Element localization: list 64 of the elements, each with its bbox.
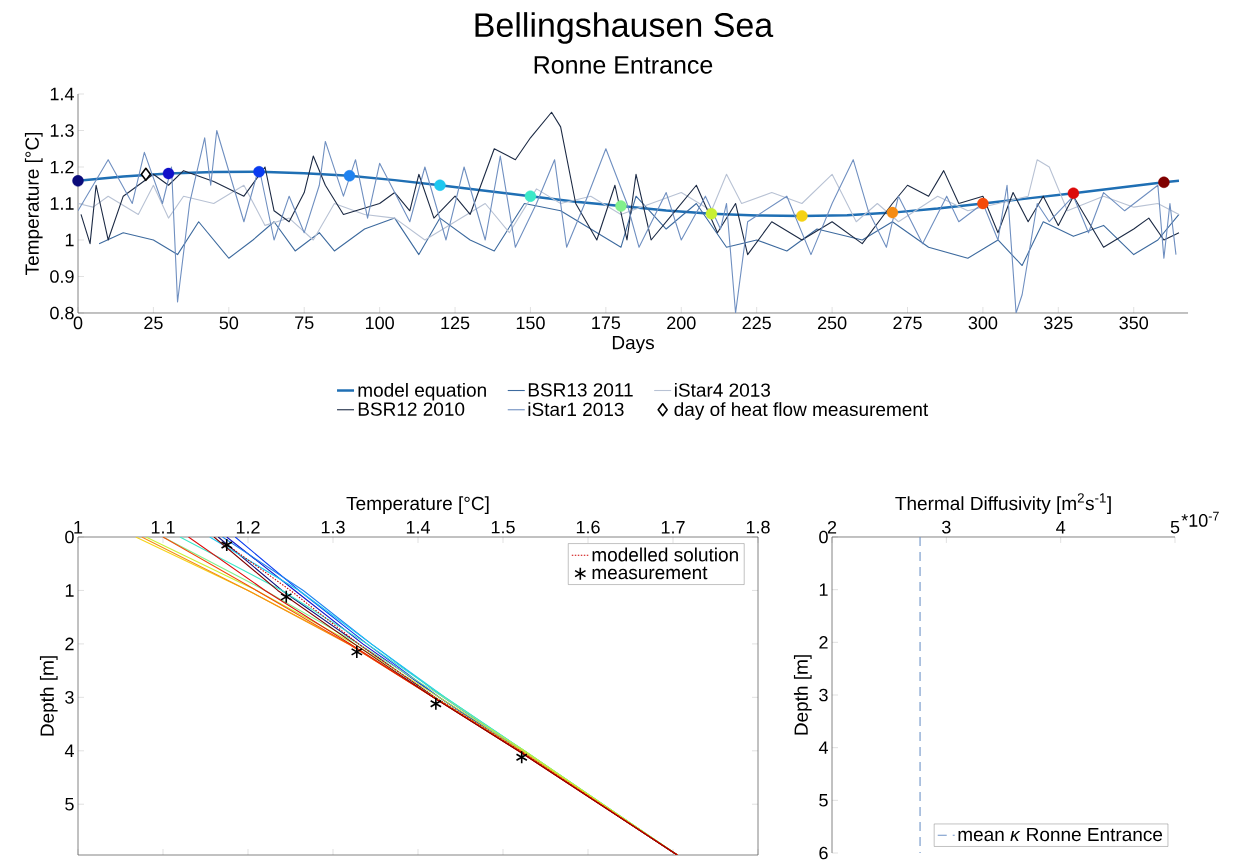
x-tick-label: 1.5 — [491, 520, 515, 534]
x-tick-label: 3 — [942, 520, 951, 534]
x-tick-label: 1.3 — [321, 520, 345, 534]
y-axis-title: Depth [m] — [39, 656, 58, 736]
y-tick-label: 2 — [819, 636, 828, 649]
x-tick-label: 125 — [441, 316, 470, 330]
y-axis-title: Temperature [°C] — [24, 132, 43, 275]
x-tick-label: 175 — [592, 316, 621, 330]
y-tick-label: 0.9 — [50, 270, 74, 283]
x-tick-label: 100 — [366, 316, 394, 330]
legend-label: mean κ Ronne Entrance — [958, 827, 1163, 842]
y-tick-label: 0 — [65, 530, 74, 544]
x-tick-label: 1.7 — [661, 521, 685, 534]
y-tick-label: 1 — [65, 584, 74, 597]
legend-label: BSR13 2011 — [528, 383, 633, 397]
legend-label: measurement — [592, 566, 708, 580]
x-axis-title: Temperature [°C] — [346, 496, 489, 514]
y-tick-label: 1.1 — [50, 197, 74, 210]
y-tick-label: 4 — [64, 744, 74, 757]
legend-label: BSR12 2010 — [358, 402, 465, 416]
y-tick-label: 0 — [819, 530, 828, 544]
x-axis-title: Thermal Diffusivity [m$^{2}$s$^{-1}$] — [895, 493, 1111, 514]
x-axis-title: Days — [612, 336, 654, 354]
x-tick-label: 150 — [516, 316, 545, 330]
x-tick-label: 275 — [893, 316, 922, 330]
y-tick-label: 1.3 — [50, 124, 74, 137]
x-tick-label: 200 — [667, 316, 696, 330]
x-tick-label: 350 — [1119, 316, 1149, 330]
chart-subtitle: Ronne Entrance — [534, 56, 713, 74]
legend-label: iStar4 2013 — [674, 382, 771, 397]
y-tick-label: 6 — [819, 846, 828, 860]
legend-label: day of heat flow measurement — [674, 402, 929, 420]
x-tick-label: 300 — [968, 316, 998, 330]
y-tick-label: 5 — [65, 797, 74, 811]
x-tick-label: 1.2 — [236, 520, 260, 534]
y-tick-label: 1 — [819, 583, 828, 596]
x-tick-label: 325 — [1043, 316, 1073, 330]
x-tick-label: 5 — [1170, 520, 1180, 534]
x-tick-label: 4 — [1056, 521, 1066, 534]
y-tick-label: 1 — [65, 233, 74, 247]
y-tick-label: 1.4 — [50, 87, 74, 101]
y-tick-label: 4 — [818, 741, 828, 754]
x-tick-label: 250 — [817, 316, 847, 330]
x-tick-label: 1.8 — [746, 520, 770, 534]
x-tick-label: 1.1 — [151, 521, 175, 534]
x-tick-label: 50 — [219, 316, 239, 330]
y-tick-label: 3 — [65, 690, 74, 704]
legend-label: iStar1 2013 — [528, 402, 624, 417]
y-tick-label: 0.8 — [50, 306, 74, 320]
x-tick-label: 75 — [295, 316, 314, 330]
legend-label: model equation — [358, 382, 486, 401]
y-tick-label: 1.2 — [50, 160, 74, 174]
x-tick-label: 1 — [74, 521, 83, 534]
y-tick-label: 5 — [819, 794, 828, 807]
chart-title: Bellingshausen Sea — [475, 12, 774, 44]
y-tick-label: 3 — [819, 688, 828, 702]
y-tick-label: 2 — [65, 637, 74, 651]
legend-label: modelled solution — [592, 547, 738, 562]
x-tick-label: 1.6 — [576, 520, 600, 534]
x-tick-label: 25 — [144, 316, 163, 330]
y-axis-title: Depth [m] — [793, 655, 812, 735]
x-tick-label: 225 — [742, 316, 771, 330]
x-tick-label: 1.4 — [406, 521, 430, 534]
text: *10$^{-7}$ — [1181, 511, 1219, 527]
